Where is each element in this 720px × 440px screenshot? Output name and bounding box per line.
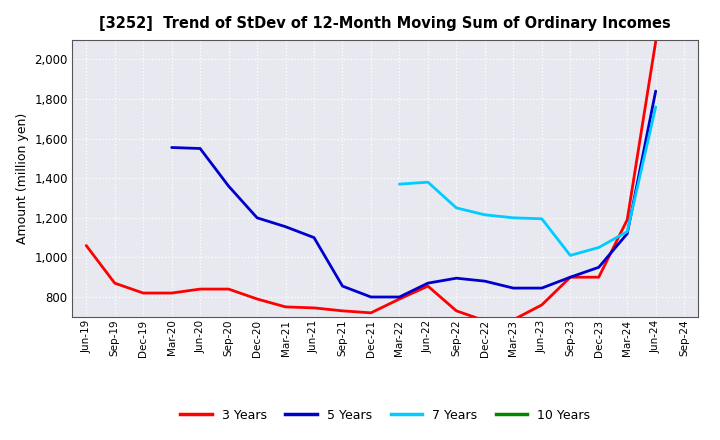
7 Years — [452, 205, 461, 210]
Legend: 3 Years, 5 Years, 7 Years, 10 Years: 3 Years, 5 Years, 7 Years, 10 Years — [176, 404, 595, 427]
Line: 5 Years: 5 Years — [171, 91, 656, 297]
7 Years — [395, 181, 404, 187]
5 Years — [595, 264, 603, 270]
3 Years — [652, 39, 660, 44]
3 Years — [282, 304, 290, 310]
3 Years — [338, 308, 347, 313]
5 Years — [537, 286, 546, 291]
3 Years — [167, 290, 176, 296]
5 Years — [282, 224, 290, 229]
3 Years — [310, 305, 318, 311]
3 Years — [566, 275, 575, 280]
Title: [3252]  Trend of StDev of 12-Month Moving Sum of Ordinary Incomes: [3252] Trend of StDev of 12-Month Moving… — [99, 16, 671, 32]
3 Years — [509, 317, 518, 323]
5 Years — [423, 281, 432, 286]
3 Years — [225, 286, 233, 292]
5 Years — [566, 275, 575, 280]
3 Years — [537, 302, 546, 308]
7 Years — [423, 180, 432, 185]
5 Years — [452, 275, 461, 281]
7 Years — [537, 216, 546, 221]
3 Years — [196, 286, 204, 292]
7 Years — [623, 229, 631, 234]
3 Years — [423, 283, 432, 289]
7 Years — [652, 104, 660, 110]
5 Years — [225, 183, 233, 189]
3 Years — [82, 243, 91, 248]
7 Years — [480, 212, 489, 217]
3 Years — [452, 308, 461, 313]
5 Years — [509, 286, 518, 291]
Y-axis label: Amount (million yen): Amount (million yen) — [16, 113, 29, 244]
5 Years — [338, 283, 347, 289]
5 Years — [652, 88, 660, 94]
3 Years — [395, 297, 404, 302]
5 Years — [366, 294, 375, 300]
5 Years — [196, 146, 204, 151]
3 Years — [480, 318, 489, 323]
7 Years — [509, 215, 518, 220]
5 Years — [395, 294, 404, 300]
7 Years — [566, 253, 575, 258]
3 Years — [366, 310, 375, 315]
5 Years — [167, 145, 176, 150]
7 Years — [595, 245, 603, 250]
3 Years — [595, 275, 603, 280]
5 Years — [480, 279, 489, 284]
3 Years — [110, 281, 119, 286]
5 Years — [623, 231, 631, 236]
Line: 3 Years: 3 Years — [86, 41, 656, 321]
5 Years — [253, 215, 261, 220]
3 Years — [623, 217, 631, 222]
Line: 7 Years: 7 Years — [400, 107, 656, 255]
5 Years — [310, 235, 318, 240]
3 Years — [253, 297, 261, 302]
3 Years — [139, 290, 148, 296]
